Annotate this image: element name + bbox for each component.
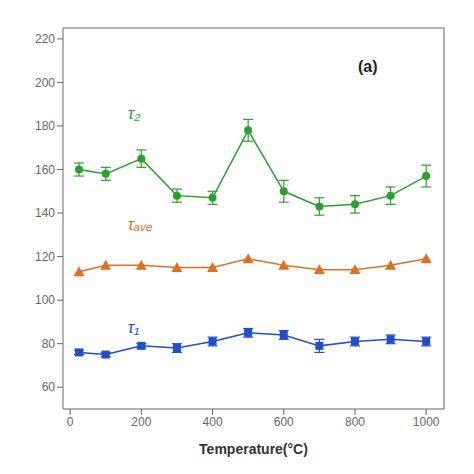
- svg-text:400: 400: [203, 415, 223, 429]
- svg-text:80: 80: [42, 337, 56, 351]
- svg-text:τₐᵥₑ: τₐᵥₑ: [128, 215, 153, 234]
- svg-text:180: 180: [35, 119, 55, 133]
- svg-text:0: 0: [67, 415, 74, 429]
- svg-text:100: 100: [35, 293, 55, 307]
- svg-text:200: 200: [35, 76, 55, 90]
- svg-text:200: 200: [131, 415, 151, 429]
- svg-text:160: 160: [35, 163, 55, 177]
- svg-text:τ₂: τ₂: [128, 104, 141, 123]
- svg-text:τ₁: τ₁: [128, 318, 140, 337]
- svg-text:600: 600: [274, 415, 294, 429]
- svg-text:1000: 1000: [413, 415, 440, 429]
- svg-text:140: 140: [35, 206, 55, 220]
- svg-text:800: 800: [345, 415, 365, 429]
- svg-text:220: 220: [35, 32, 55, 46]
- svg-text:60: 60: [42, 380, 56, 394]
- svg-text:Temperature(°C): Temperature(°C): [199, 441, 308, 457]
- svg-text:(a): (a): [358, 58, 378, 75]
- svg-text:120: 120: [35, 250, 55, 264]
